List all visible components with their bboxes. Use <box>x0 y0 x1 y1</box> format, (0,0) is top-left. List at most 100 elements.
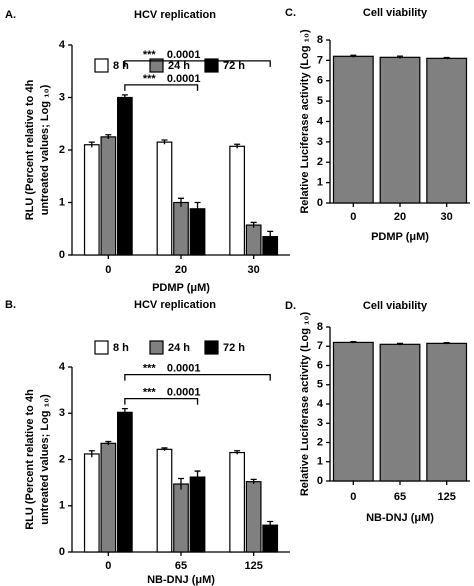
panel-label: C. <box>285 7 296 19</box>
significance-stars: *** <box>143 363 157 375</box>
error-bar <box>234 143 241 149</box>
y-tick-label: 5 <box>317 95 323 107</box>
y-tick-label: 0 <box>317 475 323 487</box>
y-tick-label: 0 <box>59 546 65 558</box>
y-tick-label: 7 <box>317 340 323 352</box>
y-tick-label: 4 <box>59 361 66 373</box>
bar <box>116 96 133 256</box>
x-tick-label: 65 <box>394 491 406 503</box>
y-axis-label: untreated values; Log ₁₀) <box>39 84 51 215</box>
significance-stars: *** <box>143 49 157 61</box>
error-bar <box>178 477 184 490</box>
bar <box>229 451 246 553</box>
x-tick-label: 20 <box>394 211 406 223</box>
bar <box>116 411 133 553</box>
y-tick-label: 8 <box>317 34 323 46</box>
y-tick-label: 2 <box>59 453 65 465</box>
error-bar <box>250 221 257 228</box>
x-tick-label: 125 <box>437 491 455 503</box>
bar <box>100 442 117 553</box>
x-tick-label: 30 <box>248 264 260 276</box>
y-tick-label: 8 <box>317 321 323 333</box>
y-tick-label: 1 <box>59 500 65 512</box>
legend-label: 8 h <box>113 60 129 72</box>
legend-swatch <box>149 58 164 73</box>
legend-label: 72 h <box>223 342 245 354</box>
y-tick-label: 0 <box>59 249 65 261</box>
significance-stars: *** <box>143 387 157 399</box>
chart-title: Cell viability <box>363 7 428 19</box>
y-tick-label: 7 <box>317 54 323 66</box>
x-tick-label: 65 <box>175 560 187 572</box>
y-tick-label: 5 <box>317 379 323 391</box>
bar <box>262 524 279 553</box>
y-tick-label: 1 <box>317 177 323 189</box>
bar <box>426 57 468 204</box>
error-bar <box>105 134 112 139</box>
bar <box>189 476 206 553</box>
y-axis-label: RLU (Percent relative to 4h <box>24 389 36 530</box>
x-axis-label: NB-DNJ (μM) <box>147 574 215 586</box>
legend-swatch <box>94 58 109 73</box>
bar <box>379 343 421 482</box>
x-tick-label: 0 <box>105 264 111 276</box>
y-tick-label: 6 <box>317 75 323 87</box>
error-bar <box>443 341 450 345</box>
error-bar <box>88 141 95 148</box>
y-tick-label: 4 <box>317 115 324 127</box>
error-bar <box>443 56 450 60</box>
x-tick-label: 0 <box>350 211 356 223</box>
error-bar <box>350 54 357 58</box>
bar <box>156 141 173 256</box>
error-bar <box>397 55 403 59</box>
error-bar <box>350 340 357 344</box>
error-bar <box>121 94 128 101</box>
legend-label: 24 h <box>168 342 190 354</box>
p-value: 0.0001 <box>167 387 201 399</box>
error-bar <box>161 447 168 451</box>
error-bar <box>267 230 274 242</box>
bar <box>189 208 206 256</box>
error-bar <box>88 450 95 458</box>
error-bar <box>234 450 241 455</box>
error-bar <box>267 520 274 529</box>
significance-bracket <box>124 373 271 381</box>
legend-label: 8 h <box>113 342 129 354</box>
p-value: 0.0001 <box>167 73 201 85</box>
bar <box>229 145 246 256</box>
bar <box>173 483 189 553</box>
panel-label: A. <box>5 9 16 21</box>
y-axis-label: RLU (Percent relative to 4h <box>24 79 36 220</box>
x-tick-label: 125 <box>244 560 262 572</box>
p-value: 0.0001 <box>167 363 201 375</box>
x-axis-label: PDMP (μM) <box>152 282 210 294</box>
y-tick-label: 0 <box>317 197 323 209</box>
significance-bracket <box>124 84 199 91</box>
legend-swatch <box>149 340 164 355</box>
bar <box>332 55 374 204</box>
error-bar <box>178 197 184 207</box>
y-tick-label: 4 <box>317 398 324 410</box>
y-tick-label: 4 <box>59 39 66 51</box>
y-tick-label: 6 <box>317 359 323 371</box>
error-bar <box>105 440 112 446</box>
legend-label: 72 h <box>223 60 245 72</box>
y-axis-label: Relative Luciferase activity (Log ₁₀) <box>299 311 311 496</box>
legend-swatch <box>94 340 109 355</box>
bar <box>100 136 117 256</box>
y-tick-label: 3 <box>59 91 65 103</box>
y-tick-label: 3 <box>317 136 323 148</box>
y-tick-label: 1 <box>59 196 65 208</box>
y-tick-label: 3 <box>59 407 65 419</box>
chart-title: Cell viability <box>363 300 428 312</box>
significance-bracket <box>124 60 271 67</box>
x-tick-label: 20 <box>175 264 187 276</box>
legend-swatch <box>204 340 219 355</box>
significance-bracket <box>124 397 199 405</box>
error-bar <box>397 342 403 346</box>
bar <box>245 481 262 553</box>
y-axis-label: untreated values; Log ₁₀) <box>39 394 51 525</box>
error-bar <box>161 139 168 145</box>
panel-label: D. <box>285 300 296 312</box>
